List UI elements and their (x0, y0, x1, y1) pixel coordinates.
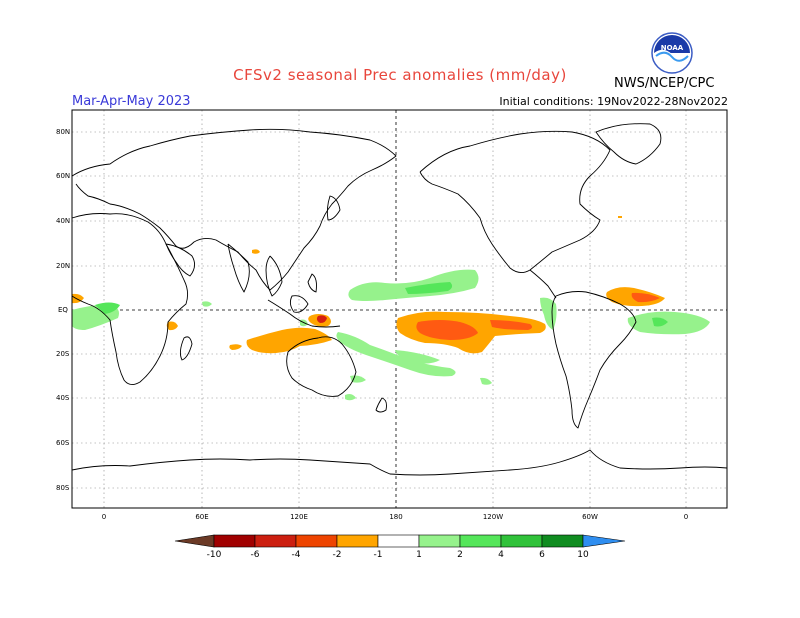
anomaly-dry-new-guinea-strong (316, 315, 327, 323)
colorbar-label-2: 2 (457, 550, 463, 560)
latitude-labels: 80N 60N 40N 20N EQ 20S 40S 60S 80S (56, 128, 70, 492)
coastlines (71, 123, 728, 476)
colorbar-label-m6: -6 (251, 550, 260, 560)
colorbar-label-10: 10 (577, 550, 589, 560)
anomaly-wet-south-pacific (336, 332, 456, 377)
anomaly-dry-indian-small (229, 344, 242, 350)
anomaly-dry-labrador-sea (618, 216, 622, 218)
colorbar-cell-6 (418, 534, 461, 548)
lat-label-60s: 60S (56, 439, 70, 447)
borneo-outline (289, 295, 309, 313)
map-gridlines (72, 110, 727, 508)
new-zealand-outline (375, 397, 387, 413)
lat-label-80s: 80S (56, 484, 70, 492)
anomaly-dry-nw-australia (246, 327, 332, 354)
lat-label-80n: 80N (56, 128, 70, 136)
colorbar-label-4: 4 (498, 550, 504, 560)
svg-text:NOAA: NOAA (661, 44, 684, 52)
colorbar-cell-1 (213, 534, 256, 548)
madagascar-outline (179, 336, 193, 361)
colorbar-cell-4 (336, 534, 379, 548)
colorbar-cell-7 (459, 534, 502, 548)
philippines-outline (307, 273, 317, 293)
lat-label-40n: 40N (56, 217, 70, 225)
south-america-outline (551, 291, 637, 429)
chart-title: CFSv2 seasonal Prec anomalies (mm/day) (233, 66, 567, 84)
anomaly-dry-east-africa (166, 321, 178, 331)
colorbar-cell-9 (541, 534, 584, 548)
colorbar-low-arrow (174, 534, 215, 548)
lon-label-0: 0 (102, 513, 106, 521)
colorbar-label-1: 1 (416, 550, 422, 560)
colorbar-cell-2 (254, 534, 297, 548)
agency-label: NWS/NCEP/CPC (614, 76, 715, 91)
anomaly-wet-south-atlantic-mid (652, 317, 668, 327)
colorbar-label-m4: -4 (292, 550, 301, 560)
north-america-outline (419, 130, 611, 273)
eurasia-outline (71, 128, 397, 291)
australia-outline (286, 336, 357, 397)
anomaly-wet-south-pacific-3 (480, 377, 492, 385)
arabia-outline (165, 243, 195, 277)
lat-label-20n: 20N (56, 262, 70, 270)
lat-label-60n: 60N (56, 172, 70, 180)
central-america-outline (529, 269, 557, 299)
indonesia-outline (267, 299, 341, 328)
anomaly-dry-india (252, 249, 260, 254)
map-frame (71, 109, 728, 509)
lon-label-60e: 60E (195, 513, 208, 521)
colorbar-high-arrow (582, 534, 626, 548)
longitude-labels: 0 60E 120E 180 120W 60W 0 (102, 513, 688, 521)
noaa-logo-icon: NOAA (651, 32, 693, 74)
japan-outline (326, 195, 341, 221)
lat-label-40s: 40S (56, 394, 70, 402)
colorbar: -10 -6 -4 -2 -1 1 2 4 6 10 (174, 534, 626, 560)
anomaly-wet-south-atlantic (627, 311, 710, 335)
anomaly-wet-north-pacific (348, 269, 479, 301)
anomaly-wet-south-pacific-2 (395, 350, 440, 364)
anomaly-dry-tropical-atlantic-strong (631, 292, 660, 303)
africa-outline (71, 213, 189, 385)
anomaly-shading (72, 216, 710, 401)
colorbar-label-m2: -2 (333, 550, 342, 560)
anomaly-dry-central-pacific-strong-2 (490, 320, 533, 330)
initial-conditions-label: Initial conditions: 19Nov2022-28Nov2022 (499, 95, 728, 108)
lon-label-180: 180 (389, 513, 402, 521)
colorbar-label-6: 6 (539, 550, 545, 560)
colorbar-label-m10: -10 (207, 550, 222, 560)
lat-label-20s: 20S (56, 350, 70, 358)
anomaly-wet-east-australia (345, 394, 356, 401)
anomaly-wet-north-pacific-mid (405, 282, 453, 294)
colorbar-cell-8 (500, 534, 543, 548)
map-background (72, 110, 727, 508)
anomaly-dry-central-pacific-strong (416, 320, 478, 340)
colorbar-cell-5 (377, 534, 420, 548)
lon-label-0-east: 0 (684, 513, 688, 521)
india-outline (227, 243, 250, 293)
colorbar-cell-3 (295, 534, 338, 548)
anomaly-wet-horn-africa (202, 301, 212, 307)
lon-label-120w: 120W (483, 513, 503, 521)
antarctica-outline (71, 449, 728, 476)
lon-label-60w: 60W (582, 513, 598, 521)
greenland-outline (595, 123, 662, 165)
anomaly-wet-equatorial-africa (95, 302, 120, 314)
season-label: Mar-Apr-May 2023 (72, 94, 191, 109)
lon-label-120e: 120E (290, 513, 308, 521)
lat-label-eq: EQ (58, 306, 68, 314)
indochina-outline (265, 255, 283, 297)
colorbar-label-m1: -1 (374, 550, 383, 560)
